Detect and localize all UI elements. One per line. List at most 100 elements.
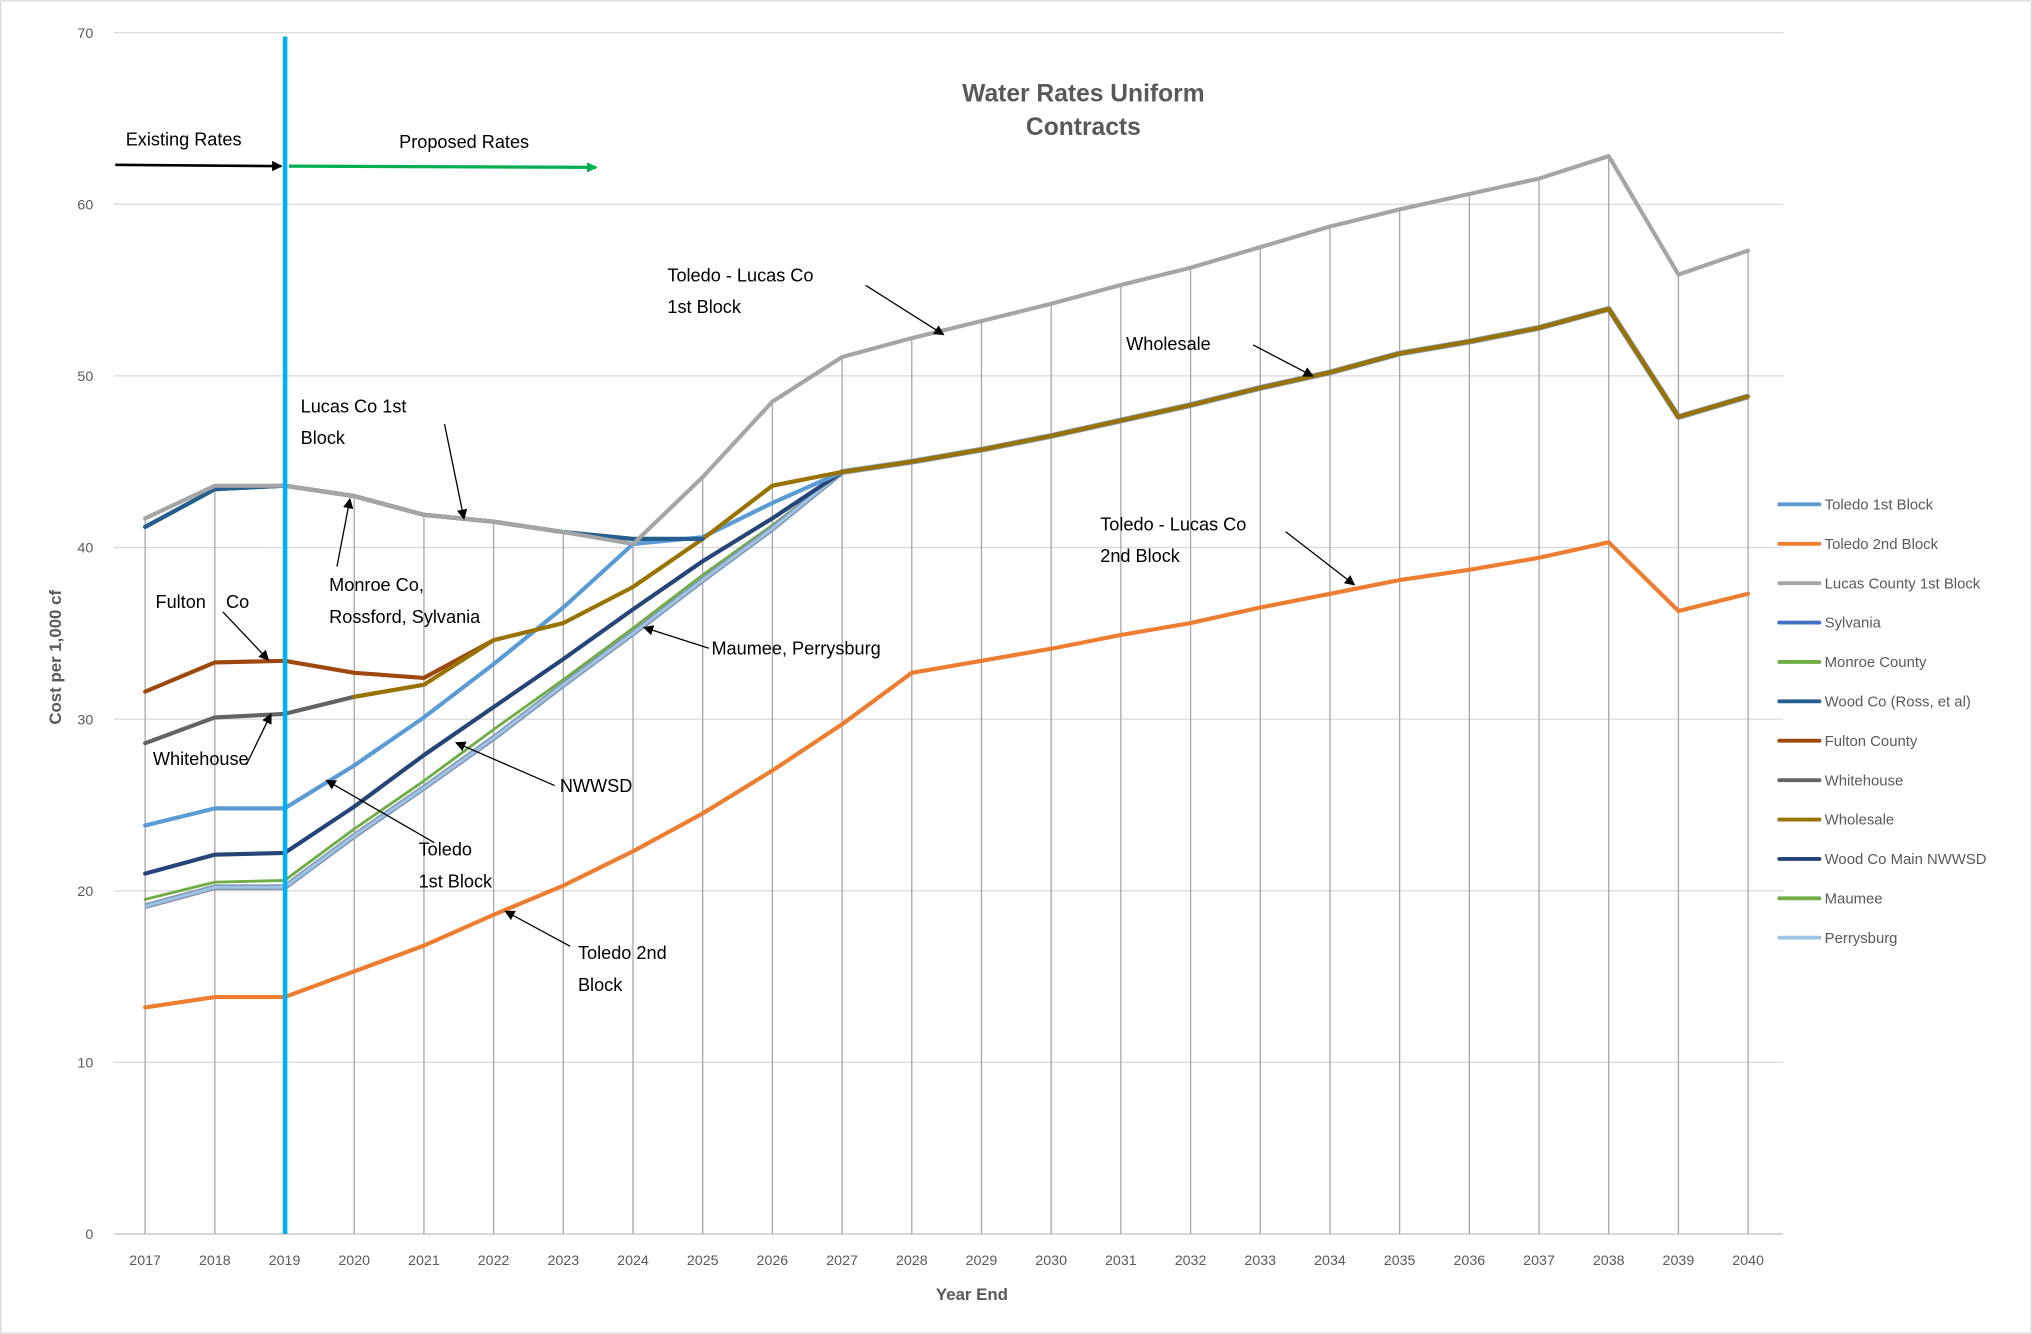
- annotation-arrow: [325, 779, 435, 844]
- series-lines: [143, 154, 1751, 1010]
- annotation-arrow: [222, 611, 270, 661]
- y-tick-label: 20: [77, 884, 93, 900]
- chart-title-line-2: Contracts: [1026, 114, 1141, 141]
- y-tick-label: 30: [77, 712, 93, 728]
- x-tick-label: 2028: [896, 1253, 928, 1269]
- x-tick-label: 2026: [757, 1253, 789, 1269]
- x-axis-label: Year End: [936, 1285, 1008, 1304]
- annotation-arrow: [1252, 344, 1314, 377]
- annotation-label: 2nd Block: [1100, 546, 1181, 566]
- annotation-arrow: [245, 713, 272, 766]
- annotation-arrow: [288, 162, 598, 173]
- series-line-toledo-1st-block: [143, 469, 845, 828]
- legend-item: Wholesale: [1777, 813, 1894, 829]
- x-tick-label: 2033: [1244, 1253, 1276, 1269]
- series-line-wood-co-main-nwwsd: [143, 469, 845, 876]
- x-tick-label: 2030: [1035, 1253, 1067, 1269]
- x-tick-label: 2029: [966, 1253, 998, 1269]
- legend-label: Sylvania: [1825, 616, 1882, 632]
- y-tick-label: 70: [77, 26, 93, 42]
- x-tick-label: 2017: [129, 1253, 161, 1269]
- legend-label: Whitehouse: [1825, 773, 1904, 789]
- series-line-lucas-county-1st-block: [143, 154, 1751, 547]
- annotation-arrow: [642, 625, 710, 649]
- x-tick-label: 2038: [1593, 1253, 1625, 1269]
- legend-item: Sylvania: [1777, 616, 1882, 632]
- annotations: Existing Rates Proposed Rates Toledo - Luc…: [126, 129, 1247, 995]
- series-line-wholesale: [352, 306, 1751, 699]
- series-line-maumee: [143, 470, 844, 901]
- legend-label: Perrysburg: [1825, 931, 1898, 947]
- x-tick-label: 2021: [408, 1253, 440, 1269]
- y-tick-label: 40: [77, 541, 93, 557]
- legend: Toledo 1st Block Toledo 2nd Block Lucas Co…: [1777, 498, 1987, 947]
- x-tick-label: 2027: [826, 1253, 858, 1269]
- series-line-fulton-county: [143, 638, 496, 694]
- x-tick-label: 2034: [1314, 1253, 1346, 1269]
- legend-item: Monroe County: [1777, 655, 1927, 671]
- legend-item: Fulton County: [1777, 734, 1918, 750]
- x-tick-label: 2022: [478, 1253, 510, 1269]
- annotation-label: Toledo - Lucas Co: [667, 265, 813, 285]
- x-tick-label: 2018: [199, 1253, 231, 1269]
- x-tick-label: 2020: [338, 1253, 370, 1269]
- x-tick-label: 2037: [1523, 1253, 1555, 1269]
- legend-item: Wood Co (Ross, et al): [1777, 695, 1971, 711]
- annotation-label: Toledo - Lucas Co: [1100, 514, 1246, 534]
- chart-title-line-1: Water Rates Uniform: [962, 80, 1205, 107]
- legend-item: Whitehouse: [1777, 773, 1904, 789]
- legend-label: Wood Co (Ross, et al): [1825, 695, 1971, 711]
- annotation-label: Lucas Co 1st: [301, 396, 407, 416]
- annotation-arrow: [504, 910, 571, 947]
- x-tick-label: 2019: [269, 1253, 301, 1269]
- annotation-label: Existing Rates: [126, 129, 242, 149]
- annotation-arrows: [115, 160, 1356, 947]
- annotation-arrow: [865, 284, 945, 336]
- annotation-label: Block: [301, 428, 346, 448]
- legend-label: Maumee: [1825, 892, 1883, 908]
- x-tick-label: 2040: [1732, 1253, 1764, 1269]
- legend-label: Lucas County 1st Block: [1825, 576, 1981, 592]
- legend-label: Fulton County: [1825, 734, 1918, 750]
- x-tick-label: 2023: [547, 1253, 579, 1269]
- x-axis-ticks: 2017 2018 2019 2020 2021 2022 2023 2024 2025 2026…: [129, 1253, 1764, 1269]
- legend-label: Wood Co Main NWWSD: [1825, 852, 1987, 868]
- y-tick-label: 60: [77, 197, 93, 213]
- annotation-label: Maumee, Perrysburg: [711, 639, 880, 659]
- x-tick-label: 2039: [1663, 1253, 1695, 1269]
- annotation-label: Fulton Co: [156, 592, 250, 612]
- x-tick-label: 2032: [1175, 1253, 1207, 1269]
- annotation-label: Rossford, Sylvania: [329, 607, 481, 627]
- annotation-label: Block: [578, 975, 623, 995]
- legend-item: Maumee: [1777, 892, 1883, 908]
- annotation-arrow: [443, 423, 468, 520]
- annotation-label: Proposed Rates: [399, 132, 529, 152]
- y-tick-label: 0: [85, 1227, 93, 1243]
- annotation-arrow: [1285, 531, 1356, 586]
- annotation-arrow: [336, 497, 354, 567]
- legend-item: Toledo 2nd Block: [1777, 537, 1939, 553]
- annotation-arrow: [115, 160, 283, 172]
- annotation-label: Monroe Co,: [329, 575, 424, 595]
- annotation-label: Toledo 2nd: [578, 943, 667, 963]
- x-tick-label: 2031: [1105, 1253, 1137, 1269]
- x-tick-label: 2035: [1384, 1253, 1416, 1269]
- annotation-label: NWWSD: [560, 776, 632, 796]
- annotation-label: 1st Block: [419, 871, 493, 891]
- legend-item: Lucas County 1st Block: [1777, 576, 1981, 592]
- y-axis-ticks: 0 10 20 30 40 50 60 70: [77, 26, 93, 1243]
- legend-label: Toledo 1st Block: [1825, 498, 1934, 514]
- y-tick-label: 50: [77, 369, 93, 385]
- x-tick-label: 2025: [687, 1253, 719, 1269]
- annotation-label: Whitehouse: [153, 749, 249, 769]
- legend-label: Monroe County: [1825, 655, 1927, 671]
- legend-item: Toledo 1st Block: [1777, 498, 1934, 514]
- x-tick-label: 2024: [617, 1253, 649, 1269]
- y-tick-label: 10: [77, 1056, 93, 1072]
- legend-item: Perrysburg: [1777, 931, 1898, 947]
- legend-label: Toledo 2nd Block: [1825, 537, 1939, 553]
- y-axis-label: Cost per 1,000 cf: [46, 590, 65, 725]
- x-tick-label: 2036: [1453, 1253, 1485, 1269]
